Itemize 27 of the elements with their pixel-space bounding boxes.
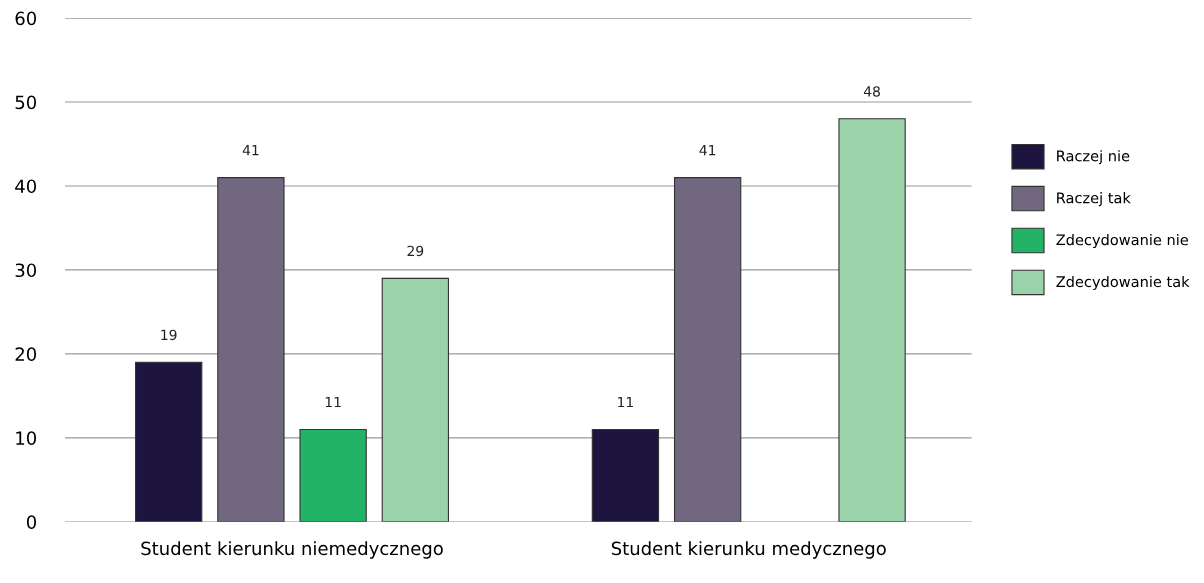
y-tick-label: 0 — [26, 515, 37, 529]
y-tick-label: 10 — [16, 431, 37, 445]
legend-label: Raczej tak — [1057, 192, 1131, 207]
data-label: 41 — [699, 145, 716, 156]
data-label: 11 — [618, 396, 633, 408]
legend-label: Zdecydowanie nie — [1056, 234, 1189, 249]
x-tick-label: Student kierunku medycznego — [611, 541, 886, 559]
y-tick-label: 40 — [15, 179, 37, 194]
bar — [381, 277, 449, 522]
x-tick-label: Student kierunku niemedycznego — [141, 541, 443, 559]
bar — [299, 428, 367, 522]
y-tick-label: 20 — [15, 347, 37, 361]
data-label: 48 — [863, 86, 880, 97]
bar — [135, 361, 203, 522]
legend-label: Zdecydowanie tak — [1056, 275, 1190, 291]
y-tick-label: 60 — [15, 11, 37, 26]
data-label: 41 — [242, 145, 259, 156]
bar — [838, 118, 906, 522]
bar — [673, 177, 742, 522]
data-label: 11 — [325, 396, 341, 408]
bar — [217, 177, 285, 522]
bar — [591, 428, 660, 522]
data-label: 19 — [161, 329, 177, 341]
legend-label: Raczej nie — [1057, 150, 1130, 165]
data-label: 29 — [407, 245, 424, 257]
y-tick-label: 30 — [15, 263, 37, 278]
y-tick-label: 50 — [15, 95, 37, 110]
